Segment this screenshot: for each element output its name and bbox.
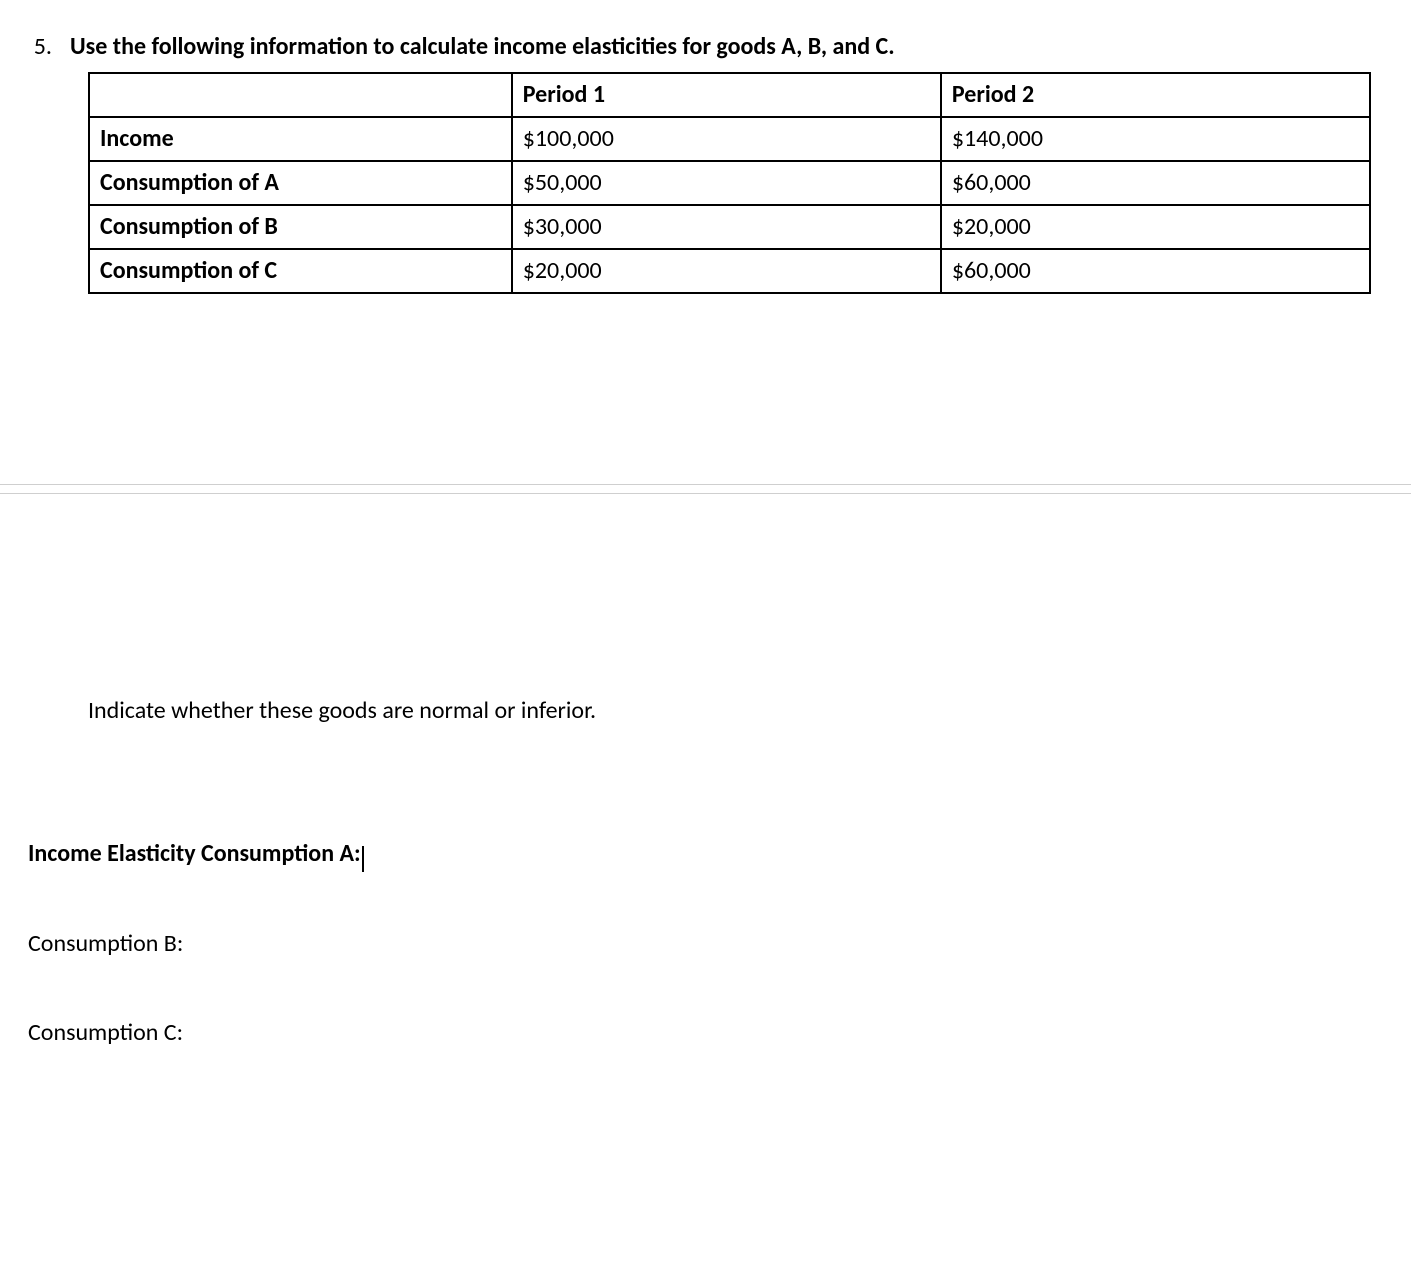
- page-divider: [0, 484, 1411, 494]
- table-header-blank: [89, 73, 512, 117]
- cell-a-p1: $50,000: [512, 161, 941, 205]
- cell-income-p1: $100,000: [512, 117, 941, 161]
- answer-line-a: Income Elasticity Consumption A:: [28, 837, 1391, 871]
- answer-line-b: Consumption B:: [28, 927, 1391, 961]
- question-header: 5. Use the following information to calc…: [20, 30, 1391, 64]
- table-row: Consumption of C $20,000 $60,000: [89, 249, 1370, 293]
- indicate-instruction: Indicate whether these goods are normal …: [88, 694, 1391, 728]
- answer-line-c: Consumption C:: [28, 1016, 1391, 1050]
- cell-c-p2: $60,000: [941, 249, 1370, 293]
- cell-a-p2: $60,000: [941, 161, 1370, 205]
- question-prompt: Use the following information to calcula…: [70, 30, 1391, 64]
- answer-a-label: Income Elasticity Consumption A:: [28, 839, 361, 868]
- row-label-cons-a: Consumption of A: [89, 161, 512, 205]
- data-table-wrapper: Period 1 Period 2 Income $100,000 $140,0…: [88, 72, 1371, 294]
- table-row: Income $100,000 $140,000: [89, 117, 1370, 161]
- table-header-period1: Period 1: [512, 73, 941, 117]
- table-header-period2: Period 2: [941, 73, 1370, 117]
- text-cursor-icon: [362, 846, 364, 872]
- elasticity-data-table: Period 1 Period 2 Income $100,000 $140,0…: [88, 72, 1371, 294]
- table-row: Consumption of B $30,000 $20,000: [89, 205, 1370, 249]
- question-number: 5.: [20, 30, 70, 64]
- row-label-cons-b: Consumption of B: [89, 205, 512, 249]
- cell-b-p2: $20,000: [941, 205, 1370, 249]
- cell-income-p2: $140,000: [941, 117, 1370, 161]
- row-label-income: Income: [89, 117, 512, 161]
- cell-c-p1: $20,000: [512, 249, 941, 293]
- row-label-cons-c: Consumption of C: [89, 249, 512, 293]
- table-row: Consumption of A $50,000 $60,000: [89, 161, 1370, 205]
- answer-section: Income Elasticity Consumption A: Consump…: [28, 837, 1391, 1050]
- cell-b-p1: $30,000: [512, 205, 941, 249]
- table-header-row: Period 1 Period 2: [89, 73, 1370, 117]
